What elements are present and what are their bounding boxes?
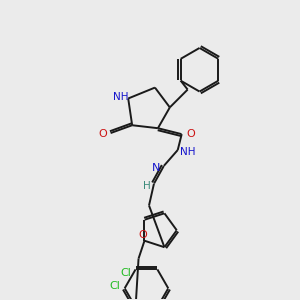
Text: O: O — [138, 230, 147, 240]
Text: NH: NH — [112, 92, 128, 101]
Text: O: O — [98, 129, 107, 139]
Text: Cl: Cl — [120, 268, 131, 278]
Text: O: O — [186, 129, 195, 139]
Text: N: N — [152, 163, 160, 173]
Text: Cl: Cl — [109, 281, 120, 291]
Text: H: H — [143, 181, 151, 191]
Text: NH: NH — [180, 147, 195, 157]
